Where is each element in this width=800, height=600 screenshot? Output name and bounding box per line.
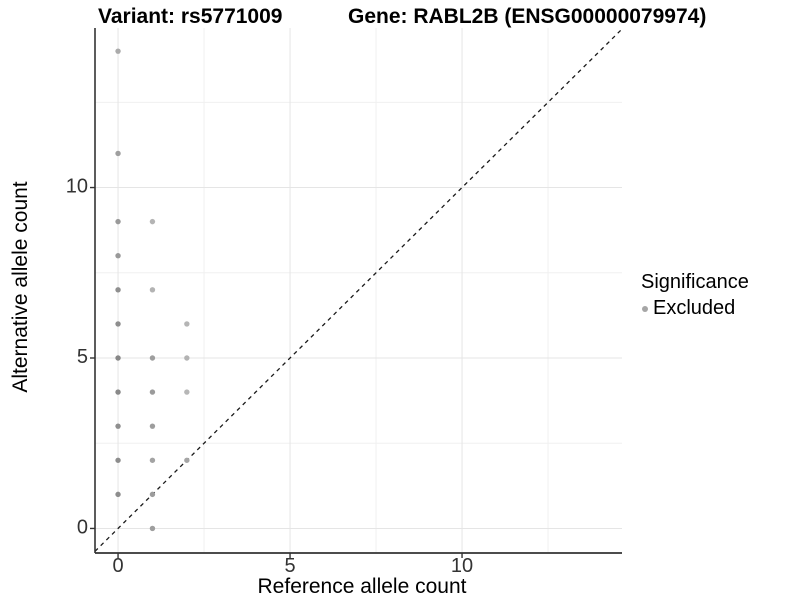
data-point [115,321,121,327]
y-tick-label: 10 [66,176,88,198]
data-point [115,491,121,498]
data-point [115,287,121,293]
data-point [149,525,156,532]
legend-title: Significance [641,271,749,293]
plot-title-variant: Variant: rs5771009 [98,5,283,28]
data-point [115,457,121,463]
data-point [149,457,156,463]
data-point [115,253,121,259]
data-point [184,457,190,463]
data-point [184,389,190,395]
x-tick-label: 10 [451,555,473,577]
y-tick-label: 5 [77,346,88,368]
data-point [115,389,121,395]
data-point [115,218,121,225]
plot-title-gene: Gene: RABL2B (ENSG00000079974) [348,5,707,28]
legend-entry-label: Excluded [653,297,736,319]
legend-entry-excluded: Excluded [641,297,749,320]
data-point [149,423,156,429]
data-point [149,218,156,225]
data-point [184,321,190,327]
x-tick-label: 5 [284,555,295,577]
data-point [149,389,156,395]
data-point [115,423,121,429]
legend-key-dot [642,305,648,312]
data-point [115,150,121,157]
data-point [115,48,121,54]
identity-line [94,28,623,552]
x-tick-label: 0 [112,555,123,577]
data-point [149,491,156,498]
y-axis-title: Alternative allele count [9,181,32,393]
legend: Significance Excluded [641,271,749,320]
data-point [149,355,156,361]
data-point [149,287,156,293]
y-tick-label: 0 [77,516,88,538]
x-axis-title: Reference allele count [257,575,467,598]
data-point [184,355,190,361]
data-point [115,355,121,361]
